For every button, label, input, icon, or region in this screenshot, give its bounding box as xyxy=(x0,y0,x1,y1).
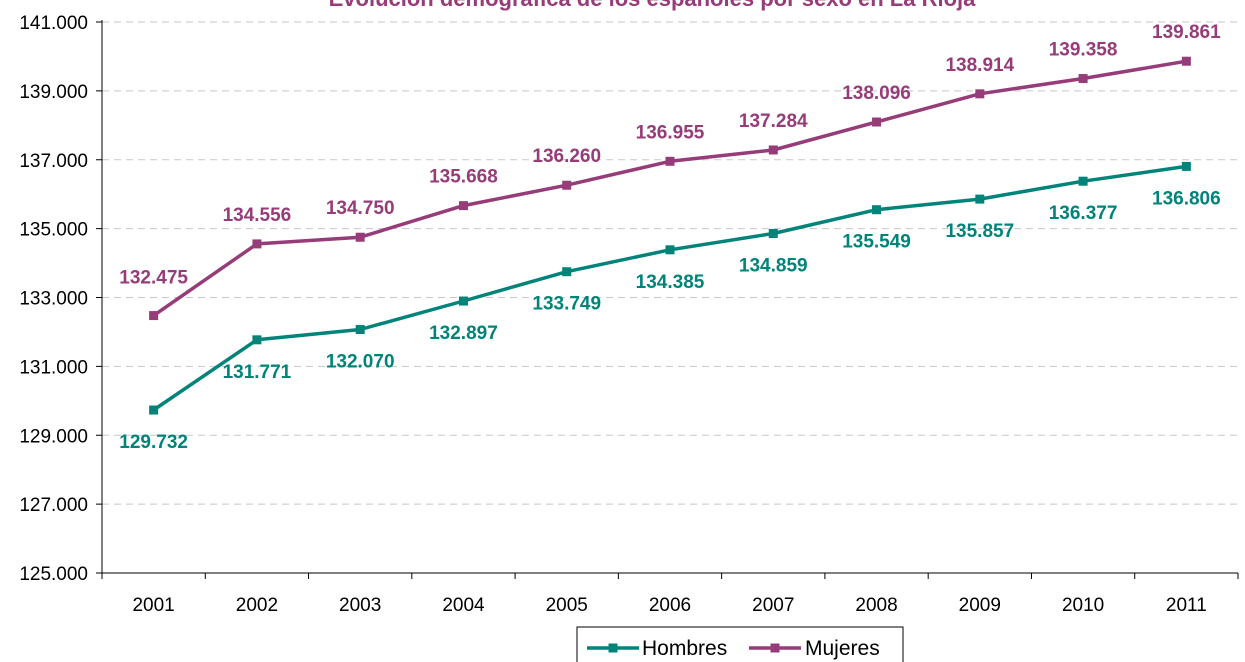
chart-title: Evolución demográfica de los españoles p… xyxy=(329,0,976,11)
axes xyxy=(101,20,1238,574)
data-label-mujeres: 137.284 xyxy=(739,111,808,132)
x-axis-ticks: 2001 2002 2003 2004 2005 2006 2007 2008 2009 2010… xyxy=(101,573,1239,616)
point-mujeres xyxy=(768,145,778,155)
point-hombres xyxy=(562,267,572,277)
point-hombres xyxy=(1078,176,1088,186)
y-tick-label: 129.000 xyxy=(19,426,88,447)
x-tick-label: 2005 xyxy=(546,595,588,616)
data-label-mujeres: 135.668 xyxy=(429,167,498,188)
point-mujeres xyxy=(252,239,262,249)
data-label-hombres: 132.897 xyxy=(429,323,498,344)
y-tick-label: 125.000 xyxy=(19,564,88,585)
x-tick-label: 2001 xyxy=(132,595,174,616)
data-label-hombres: 136.806 xyxy=(1152,188,1221,209)
point-mujeres xyxy=(149,311,159,321)
data-label-hombres: 134.385 xyxy=(636,272,705,293)
data-label-mujeres: 136.955 xyxy=(636,122,705,143)
legend-label-hombres: Hombres xyxy=(642,637,727,660)
point-hombres xyxy=(665,245,675,255)
x-tick-label: 2002 xyxy=(236,595,278,616)
point-hombres xyxy=(1181,161,1191,171)
point-mujeres xyxy=(562,180,572,190)
series-group: 129.732 131.771 132.070 132.897 133.749 134.3… xyxy=(119,22,1221,453)
data-label-mujeres: 134.556 xyxy=(223,205,292,226)
data-label-hombres: 133.749 xyxy=(532,294,601,315)
x-tick-label: 2006 xyxy=(649,595,691,616)
y-tick-label: 135.000 xyxy=(19,220,88,241)
data-label-mujeres: 134.750 xyxy=(326,198,395,219)
point-mujeres xyxy=(872,117,882,127)
point-hombres xyxy=(149,405,159,415)
x-tick-label: 2009 xyxy=(959,595,1001,616)
legend-box xyxy=(576,626,904,662)
data-label-hombres: 131.771 xyxy=(223,362,292,383)
point-mujeres xyxy=(975,89,985,99)
data-label-hombres: 134.859 xyxy=(739,255,808,276)
point-mujeres xyxy=(355,232,365,242)
point-mujeres xyxy=(1078,74,1088,84)
data-label-hombres: 136.377 xyxy=(1049,203,1118,224)
point-hombres xyxy=(975,194,985,204)
legend-marker-mujeres xyxy=(770,643,780,653)
point-hombres xyxy=(458,296,468,306)
gridlines xyxy=(102,21,1238,505)
y-tick-label: 131.000 xyxy=(19,357,88,378)
data-label-hombres: 135.857 xyxy=(945,221,1014,242)
data-label-mujeres: 136.260 xyxy=(532,146,601,167)
y-axis-ticks: 125.000 127.000 129.000 131.000 133.000 135.0… xyxy=(19,13,102,585)
x-tick-label: 2008 xyxy=(855,595,897,616)
y-tick-label: 133.000 xyxy=(19,289,88,310)
point-mujeres xyxy=(458,201,468,211)
x-tick-label: 2010 xyxy=(1062,595,1104,616)
point-mujeres xyxy=(1181,56,1191,66)
data-label-hombres: 129.732 xyxy=(119,432,188,453)
data-label-mujeres: 139.358 xyxy=(1049,40,1118,61)
y-tick-label: 139.000 xyxy=(19,82,88,103)
point-hombres xyxy=(872,205,882,215)
data-label-hombres: 135.549 xyxy=(842,232,911,253)
x-tick-label: 2003 xyxy=(339,595,381,616)
data-label-mujeres: 132.475 xyxy=(119,268,188,289)
y-tick-label: 127.000 xyxy=(19,495,88,516)
point-hombres xyxy=(768,228,778,238)
point-hombres xyxy=(355,325,365,335)
y-tick-label: 141.000 xyxy=(19,13,88,34)
x-tick-label: 2007 xyxy=(752,595,794,616)
legend: Hombres Mujeres xyxy=(576,626,904,662)
legend-label-mujeres: Mujeres xyxy=(805,637,880,660)
point-mujeres xyxy=(665,156,675,166)
x-tick-label: 2004 xyxy=(442,595,485,616)
data-label-mujeres: 138.096 xyxy=(842,83,911,104)
data-label-mujeres: 139.861 xyxy=(1152,22,1221,43)
data-label-hombres: 132.070 xyxy=(326,352,395,373)
y-tick-label: 137.000 xyxy=(19,151,88,172)
data-label-mujeres: 138.914 xyxy=(945,55,1014,76)
x-tick-label: 2011 xyxy=(1166,595,1207,616)
legend-marker-hombres xyxy=(608,643,618,653)
point-hombres xyxy=(252,335,262,345)
